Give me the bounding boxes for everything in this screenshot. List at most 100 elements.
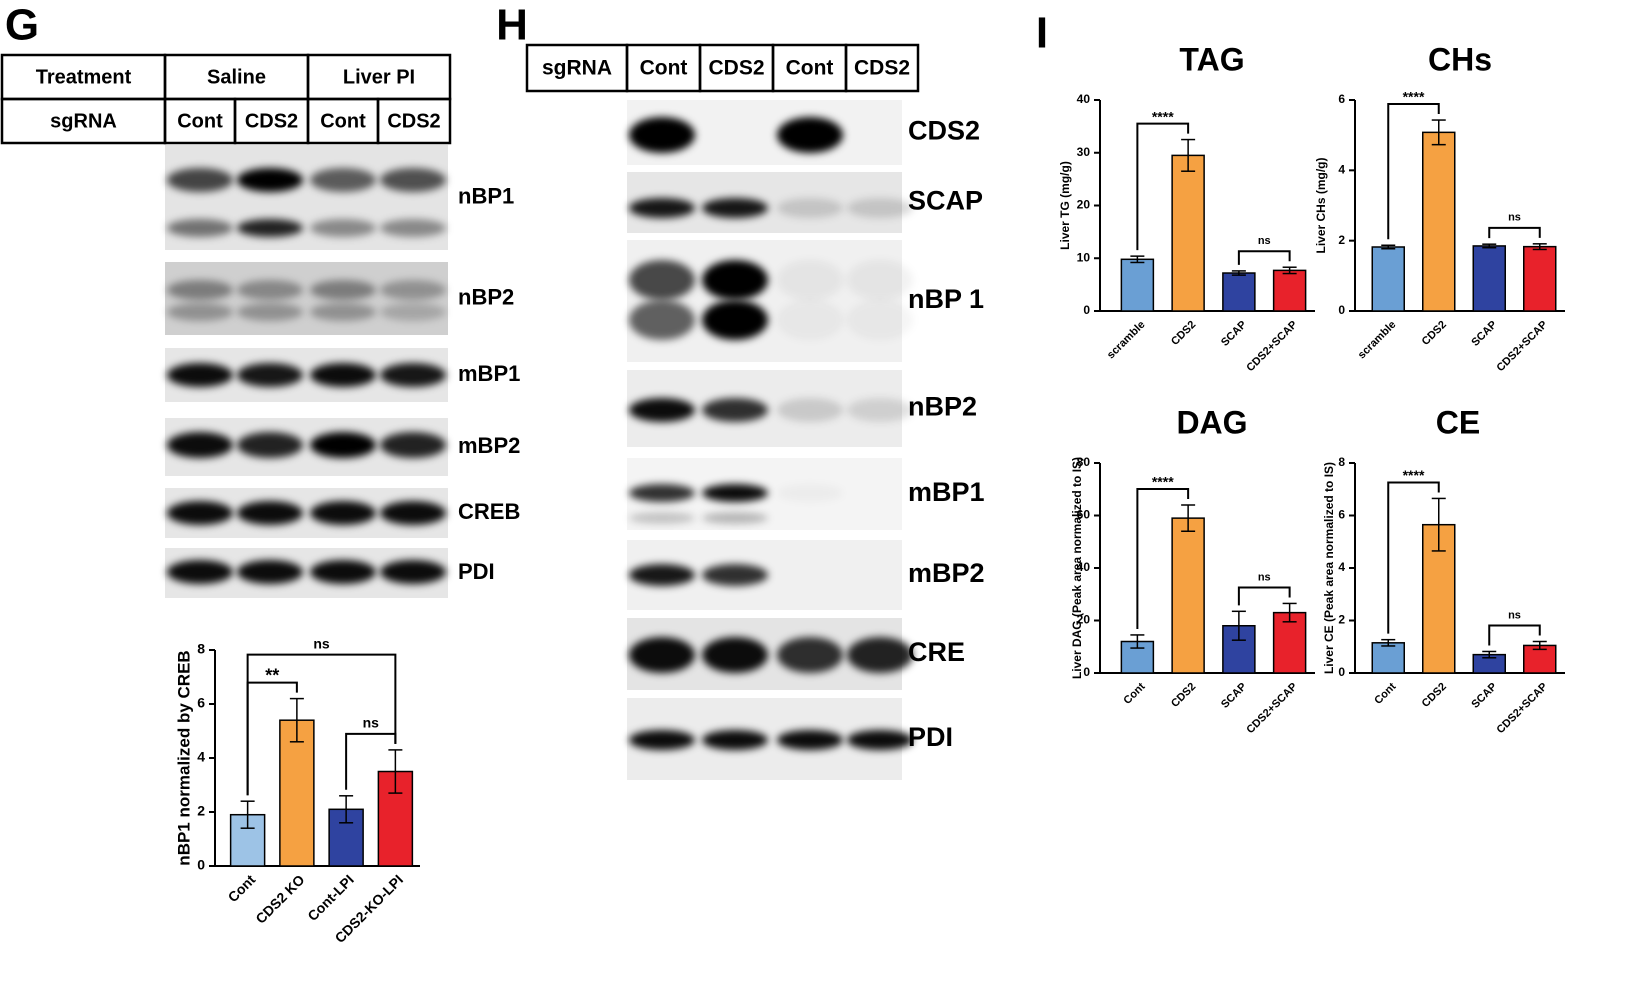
blot-band <box>847 300 913 340</box>
blot-band <box>777 260 843 300</box>
blot-band <box>847 398 913 422</box>
y-tick-label: 0 <box>1083 303 1090 317</box>
error-bar <box>1431 497 1446 552</box>
table-text: CDS2 <box>387 110 440 132</box>
bar <box>1272 611 1307 674</box>
y-tick-label: 2 <box>1338 233 1345 247</box>
blot-band <box>702 260 768 300</box>
y-tick-label: 20 <box>1077 613 1091 627</box>
error-bar <box>1431 119 1446 146</box>
bar <box>1422 131 1456 312</box>
error-bar <box>1130 255 1145 264</box>
blot-label: nBP 1 <box>908 284 984 314</box>
x-tick-label: CDS2 <box>1420 319 1449 348</box>
blot-band <box>629 637 695 673</box>
y-tick-label: 8 <box>197 641 205 657</box>
error-bar <box>1381 638 1396 647</box>
blot-band <box>310 168 376 192</box>
blot-band <box>702 730 768 750</box>
x-tick-label: scramble <box>1356 319 1399 362</box>
chart-title: DAG <box>1176 404 1247 440</box>
blot-band <box>847 260 913 300</box>
bar <box>1222 272 1256 312</box>
significance-label: **** <box>1152 108 1174 124</box>
significance-label: **** <box>1403 467 1425 483</box>
panel-letter: H <box>496 1 528 50</box>
y-tick-label: 6 <box>1338 92 1345 106</box>
table-text: Saline <box>207 66 266 88</box>
bar <box>279 719 315 867</box>
x-tick-label: SCAP <box>1469 681 1499 711</box>
y-tick-label: 8 <box>1338 455 1345 469</box>
x-tick-label: SCAP <box>1219 319 1249 349</box>
table-text: Cont <box>786 57 834 80</box>
table-text: CDS2 <box>245 110 298 132</box>
table-text: Cont <box>640 57 688 80</box>
blot-band <box>629 260 695 300</box>
blot-band <box>629 512 695 524</box>
table-text: sgRNA <box>50 110 117 132</box>
error-bar <box>1282 266 1297 275</box>
blot-label: mBP1 <box>908 477 985 507</box>
y-tick-label: 4 <box>197 749 205 765</box>
error-bar <box>1282 602 1297 623</box>
table-text: Cont <box>320 110 366 132</box>
blot-band <box>380 219 446 237</box>
x-tick-label: SCAP <box>1219 681 1249 711</box>
panel-letter: G <box>5 1 39 50</box>
blot-band <box>380 501 446 525</box>
error-bar <box>1482 243 1497 249</box>
significance-bracket <box>1488 226 1541 239</box>
blot-band <box>702 484 768 502</box>
blot-label: CDS2 <box>908 116 980 146</box>
blot-band <box>702 512 768 524</box>
chart-title: CE <box>1436 404 1480 440</box>
table-cell <box>844 43 920 93</box>
blot-band <box>167 303 233 321</box>
y-tick-label: 2 <box>197 803 205 819</box>
x-tick-label: CDS2+SCAP <box>1495 319 1550 374</box>
significance-label: **** <box>1403 89 1425 105</box>
blot-band <box>777 398 843 422</box>
significance-bracket <box>246 653 397 796</box>
blot-band <box>237 219 303 237</box>
significance-bracket <box>1387 103 1440 240</box>
blot-label: mBP2 <box>908 558 985 588</box>
blot-label: PDI <box>908 722 953 752</box>
significance-bracket <box>1488 624 1541 646</box>
blot-band <box>237 501 303 525</box>
significance-label: ns <box>1508 609 1521 621</box>
table-text: CDS2 <box>854 57 910 80</box>
y-tick-label: 0 <box>197 857 205 873</box>
blot-band <box>237 303 303 321</box>
blot-label: mBP2 <box>458 433 520 458</box>
blot-band <box>237 432 303 458</box>
blot-band <box>629 484 695 502</box>
error-bar <box>339 795 354 824</box>
blot-band <box>237 280 303 300</box>
x-tick-label: CDS2 <box>1169 319 1198 348</box>
bar <box>1371 246 1405 312</box>
blot-band <box>702 564 768 586</box>
significance-bracket <box>1237 250 1291 265</box>
table-text: Cont <box>177 110 223 132</box>
blot-band <box>777 198 843 218</box>
blot-band <box>629 730 695 750</box>
y-tick-label: 2 <box>1338 613 1345 627</box>
x-tick-label: Cont <box>225 871 259 905</box>
bar <box>377 770 414 867</box>
x-tick-label: CDS2+SCAP <box>1244 319 1299 374</box>
table-text: CDS2 <box>708 57 764 80</box>
blot-band <box>380 560 446 584</box>
y-tick-label: 60 <box>1077 508 1091 522</box>
significance-label: ns <box>1258 571 1271 583</box>
x-tick-label: CDS2+SCAP <box>1244 681 1299 736</box>
y-tick-label: 6 <box>1338 508 1345 522</box>
x-tick-label: scramble <box>1105 319 1148 362</box>
error-bar <box>388 749 403 794</box>
significance-label: ns <box>363 715 380 731</box>
blot-band <box>380 168 446 192</box>
bar <box>1523 245 1557 312</box>
blot-label: SCAP <box>908 186 983 216</box>
